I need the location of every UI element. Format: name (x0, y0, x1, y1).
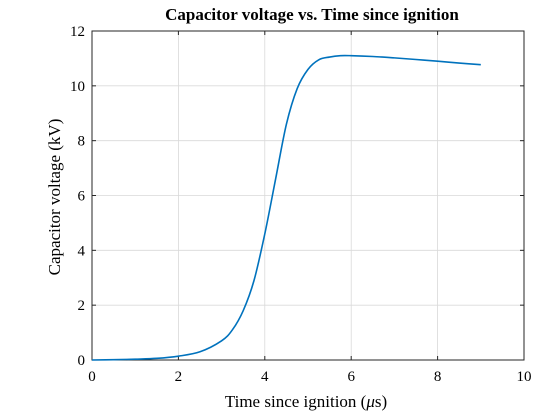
x-axis-label-suffix: s) (375, 392, 387, 411)
y-tick-label: 2 (78, 298, 86, 314)
x-tick-label: 8 (434, 369, 442, 385)
x-axis-label-unit-mu: μ (365, 392, 375, 411)
y-tick-label: 10 (70, 79, 85, 95)
tick-labels: 0 2 4 6 8 10 0 2 4 6 8 10 12 (70, 24, 532, 385)
x-tick-label: 10 (517, 369, 532, 385)
y-tick-label: 6 (78, 189, 86, 205)
x-axis-label: Time since ignition (μs) (225, 392, 387, 411)
y-tick-label: 12 (70, 24, 85, 40)
x-tick-label: 2 (175, 369, 183, 385)
x-tick-label: 0 (88, 369, 96, 385)
x-tick-label: 6 (347, 369, 355, 385)
x-tick-label: 4 (261, 369, 269, 385)
grid (91, 30, 525, 361)
x-axis-label-prefix: Time since ignition ( (225, 392, 367, 411)
y-tick-label: 8 (78, 134, 86, 150)
series-group (91, 54, 481, 361)
series-line-0 (91, 54, 481, 361)
chart-title: Capacitor voltage vs. Time since ignitio… (165, 5, 459, 24)
y-axis-label: Capacitor voltage (kV) (45, 119, 64, 276)
y-tick-label: 0 (78, 353, 86, 369)
y-tick-label: 4 (78, 243, 86, 259)
